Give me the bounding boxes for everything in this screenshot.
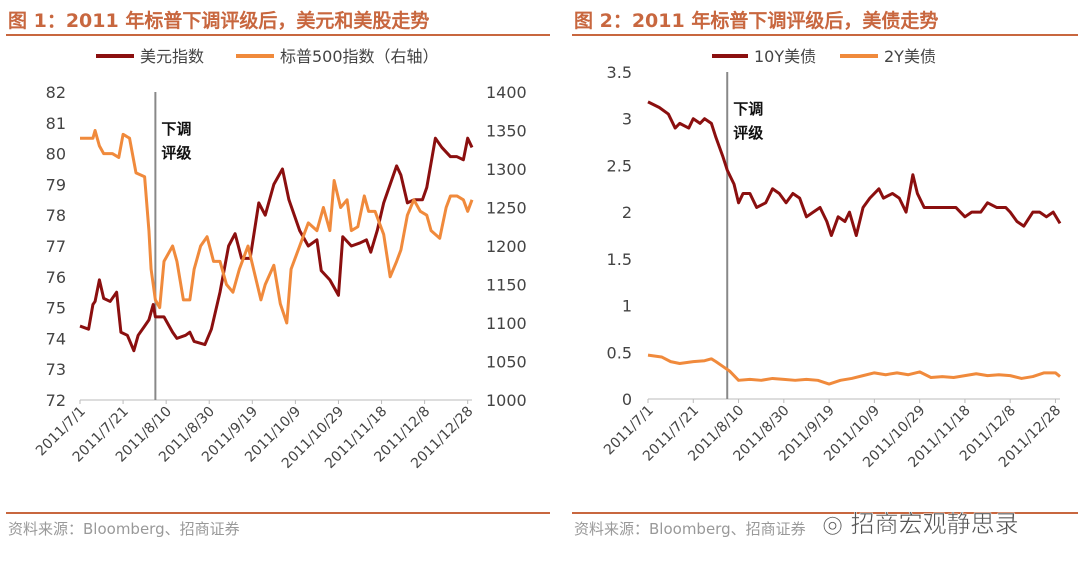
y-tick-label: 3 <box>622 110 632 129</box>
annotation-label: 评级 <box>733 124 764 142</box>
legend-label: 10Y美债 <box>754 47 816 66</box>
legend-label: 美元指数 <box>140 47 204 66</box>
y-tick-label: 75 <box>46 299 66 318</box>
legend-label: 2Y美债 <box>884 47 936 66</box>
series-line-1 <box>79 136 474 353</box>
title-rule-2 <box>572 34 1078 36</box>
series-line-2 <box>80 129 474 325</box>
y2-tick-label: 1250 <box>486 199 527 218</box>
y-tick-label: 73 <box>46 360 66 379</box>
y-tick-label: 79 <box>46 175 66 194</box>
y-tick-label: 78 <box>46 206 66 225</box>
y2-tick-label: 1150 <box>486 276 527 295</box>
y-tick-label: 2.5 <box>607 156 632 175</box>
source-rule-1 <box>6 512 550 514</box>
y2-tick-label: 1300 <box>486 160 527 179</box>
y-tick-label: 1.5 <box>607 250 632 269</box>
legend-label: 标普500指数（右轴） <box>280 47 439 66</box>
source-note-2: 资料来源：Bloomberg、招商证券 <box>574 520 806 538</box>
y-tick-label: 0.5 <box>607 343 632 362</box>
y2-tick-label: 1100 <box>486 314 527 333</box>
series-line-2 <box>647 353 1061 386</box>
source-note-1: 资料来源：Bloomberg、招商证券 <box>8 520 240 538</box>
chart2-title: 图 2：2011 年标普下调评级后，美债走势 <box>574 10 939 32</box>
y2-tick-label: 1400 <box>486 83 527 102</box>
y-tick-label: 72 <box>46 391 66 410</box>
watermark: ◎ 招商宏观静思录 <box>822 510 1019 539</box>
y-tick-label: 80 <box>46 145 66 164</box>
y2-tick-label: 1000 <box>486 391 527 410</box>
y-tick-label: 82 <box>46 83 66 102</box>
wechat-icon: ◎ <box>822 510 843 539</box>
annotation-label: 下调 <box>161 120 191 138</box>
y-tick-label: 2 <box>622 203 632 222</box>
y-tick-label: 81 <box>46 114 66 133</box>
source-rule-2 <box>572 512 1078 514</box>
annotation-label: 下调 <box>733 100 763 118</box>
y2-tick-label: 1350 <box>486 122 527 141</box>
y-tick-label: 0 <box>622 390 632 409</box>
title-rule-1 <box>6 34 550 36</box>
y2-tick-label: 1200 <box>486 237 527 256</box>
y-tick-label: 1 <box>622 297 632 316</box>
annotation-label: 评级 <box>161 144 192 162</box>
y-tick-label: 3.5 <box>607 63 632 82</box>
chart1-title: 图 1：2011 年标普下调评级后，美元和美股走势 <box>8 10 430 32</box>
y2-tick-label: 1050 <box>486 353 527 372</box>
y-tick-label: 76 <box>46 268 66 287</box>
y-tick-label: 77 <box>46 237 66 256</box>
y-tick-label: 74 <box>46 329 66 348</box>
series-line-1 <box>647 100 1062 237</box>
